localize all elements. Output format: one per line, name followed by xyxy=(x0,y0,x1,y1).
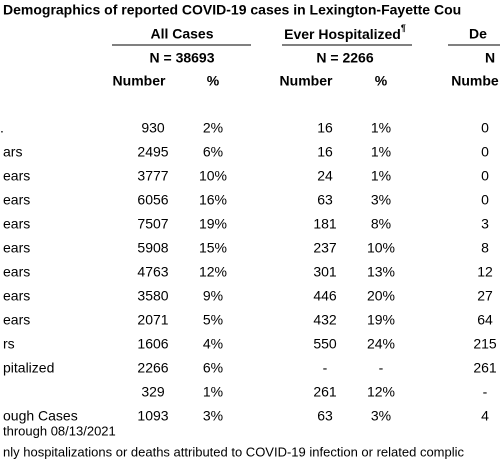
cell: 261 xyxy=(313,384,337,400)
row-label: ough Cases xyxy=(3,408,78,424)
cell: 1% xyxy=(371,144,391,160)
cell: 20% xyxy=(367,288,395,304)
row-label: ears xyxy=(3,216,30,232)
cell: 63 xyxy=(317,408,333,424)
row-label: pitalized xyxy=(3,360,54,376)
cell: 16 xyxy=(317,144,333,160)
cell: 3% xyxy=(371,192,391,208)
cell: 6056 xyxy=(137,192,168,208)
row-label: ears xyxy=(3,168,30,184)
n-label: N = 2266 xyxy=(316,50,373,66)
n-label: N xyxy=(485,50,495,66)
cell: 261 xyxy=(473,360,497,376)
cell: 237 xyxy=(313,240,337,256)
cell: 19% xyxy=(367,312,395,328)
cell: 432 xyxy=(313,312,337,328)
cell: 0 xyxy=(481,192,489,208)
cell: 3777 xyxy=(137,168,168,184)
column-header: Numbe xyxy=(451,73,499,89)
cell: 3% xyxy=(203,408,223,424)
cell: 63 xyxy=(317,192,333,208)
column-header: Number xyxy=(280,73,333,89)
cell: 446 xyxy=(313,288,337,304)
cell: 2495 xyxy=(137,144,168,160)
cell: 0 xyxy=(481,120,489,136)
title: Demographics of reported COVID-19 cases … xyxy=(3,2,461,18)
cell: 2% xyxy=(203,120,223,136)
cell: 2071 xyxy=(137,312,168,328)
cell: 0 xyxy=(481,144,489,160)
column-header: % xyxy=(375,73,388,89)
cell: 1% xyxy=(203,384,223,400)
cell: 8 xyxy=(481,240,489,256)
row-label: ears xyxy=(3,240,30,256)
cell: 1606 xyxy=(137,336,168,352)
cell: 3580 xyxy=(137,288,168,304)
cell: 329 xyxy=(141,384,165,400)
row-label: ears xyxy=(3,192,30,208)
cell: 10% xyxy=(199,168,227,184)
cell: 12% xyxy=(199,264,227,280)
n-label: N = 38693 xyxy=(150,50,215,66)
footnote: nly hospitalizations or deaths attribute… xyxy=(3,444,465,459)
cell: 550 xyxy=(313,336,337,352)
cell: 13% xyxy=(367,264,395,280)
cell: 5% xyxy=(203,312,223,328)
cell: 3% xyxy=(371,408,391,424)
row-label: ars xyxy=(3,144,22,160)
cell: 12 xyxy=(477,264,493,280)
cell: 2266 xyxy=(137,360,168,376)
cell: 64 xyxy=(477,312,493,328)
cell: 16% xyxy=(199,192,227,208)
cell: 24% xyxy=(367,336,395,352)
cell: 27 xyxy=(477,288,493,304)
cell: 4763 xyxy=(137,264,168,280)
cell: 1093 xyxy=(137,408,168,424)
row-label: . xyxy=(0,120,4,136)
cell: 4 xyxy=(481,408,489,424)
row-label: ears xyxy=(3,264,30,280)
group-header-text: Ever Hospitalized xyxy=(284,26,401,42)
group-header: All Cases xyxy=(150,26,213,42)
cell: 12% xyxy=(367,384,395,400)
cell: 4% xyxy=(203,336,223,352)
cell: 5908 xyxy=(137,240,168,256)
group-header: Ever Hospitalized¶ xyxy=(284,23,406,41)
row-label: rs xyxy=(3,336,15,352)
cell: - xyxy=(379,360,384,376)
row-label: ears xyxy=(3,312,30,328)
column-header: % xyxy=(207,73,220,89)
cell: 16 xyxy=(317,120,333,136)
cell: 24 xyxy=(317,168,333,184)
cell: 10% xyxy=(367,240,395,256)
group-header: De xyxy=(469,26,487,42)
cell: 930 xyxy=(141,120,165,136)
cell: 0 xyxy=(481,168,489,184)
cell: 9% xyxy=(203,288,223,304)
cell: 1% xyxy=(371,120,391,136)
cell: 1% xyxy=(371,168,391,184)
cell: 6% xyxy=(203,144,223,160)
column-header: Number xyxy=(113,73,166,89)
cell: - xyxy=(483,384,488,400)
cell: 3 xyxy=(481,216,489,232)
row-label: ears xyxy=(3,288,30,304)
cell: 301 xyxy=(313,264,337,280)
footnote: through 08/13/2021 xyxy=(3,423,116,438)
cell: 6% xyxy=(203,360,223,376)
cell: 7507 xyxy=(137,216,168,232)
cell: 215 xyxy=(473,336,497,352)
cell: 15% xyxy=(199,240,227,256)
cell: - xyxy=(323,360,328,376)
footnote-mark: ¶ xyxy=(401,23,406,33)
cell: 8% xyxy=(371,216,391,232)
cell: 19% xyxy=(199,216,227,232)
cell: 181 xyxy=(313,216,337,232)
